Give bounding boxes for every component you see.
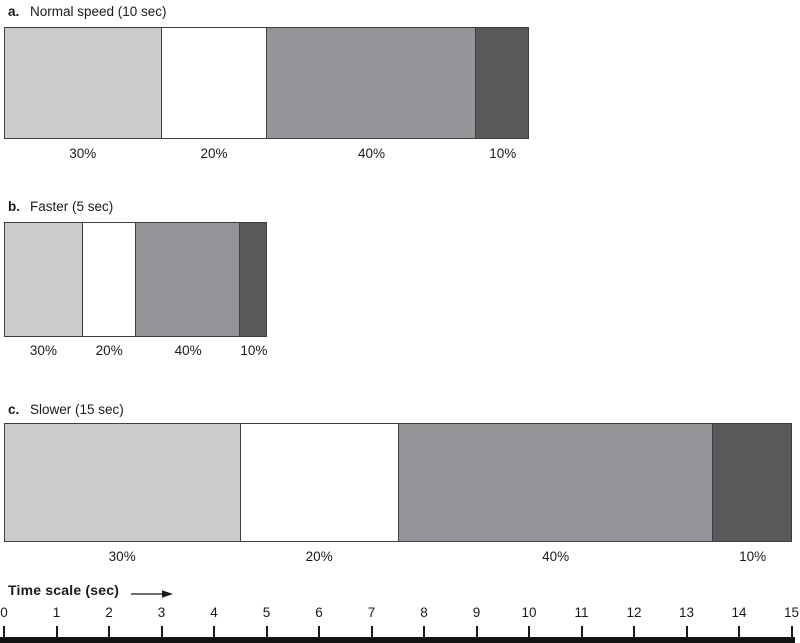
segment-percent-label: 30% xyxy=(69,146,97,161)
segment-percent-label: 10% xyxy=(489,146,517,161)
axis-tick-label: 9 xyxy=(472,605,481,620)
segment-percent-label: 10% xyxy=(739,549,767,564)
axis-tick-mark xyxy=(160,626,163,637)
segment-percent-label: 20% xyxy=(200,146,228,161)
axis-tick-label: 0 xyxy=(0,605,8,620)
axis-tick-mark xyxy=(213,626,215,637)
panel-c-letter: c. xyxy=(8,402,20,417)
bar-c-segment-20 xyxy=(240,424,399,541)
panel-b-letter: b. xyxy=(8,199,20,214)
axis-tick-mark xyxy=(580,626,583,637)
axis-tick-mark xyxy=(55,626,58,637)
stacked-bar-a xyxy=(4,27,529,139)
axis-tick-label: 11 xyxy=(574,605,589,620)
axis-tick-mark xyxy=(265,626,268,637)
axis-tick-mark xyxy=(790,626,793,637)
percent-labels-row-c: 30% 20% 40% 10% xyxy=(4,549,792,567)
percent-labels-row-a: 30% 20% 40% 10% xyxy=(4,146,529,164)
segment-percent-label: 10% xyxy=(240,343,268,358)
panel-a-title: a. Normal speed (10 sec) xyxy=(8,4,167,19)
segment-percent-label: 30% xyxy=(108,549,136,564)
bar-b-segment-40 xyxy=(136,223,241,336)
axis-tick-mark xyxy=(370,626,373,637)
axis-baseline-bar xyxy=(0,637,795,643)
bar-c-segment-10 xyxy=(712,424,791,541)
segment-percent-label: 20% xyxy=(305,549,333,564)
segment-percent-label: 40% xyxy=(542,549,570,564)
panel-a-letter: a. xyxy=(8,4,20,19)
bar-c-segment-30 xyxy=(5,424,241,541)
percent-labels-row-b: 30% 20% 40% 10% xyxy=(4,343,267,361)
axis-tick-label: 1 xyxy=(52,605,61,620)
axis-tick-label: 7 xyxy=(367,605,376,620)
axis-tick-mark xyxy=(528,626,530,637)
axis-tick-mark xyxy=(318,626,320,637)
axis-tick-mark xyxy=(738,626,740,637)
bar-b-segment-30 xyxy=(5,223,84,336)
axis-tick-label: 2 xyxy=(105,605,113,620)
bar-a-segment-20 xyxy=(162,28,267,138)
axis-tick-label: 15 xyxy=(783,605,800,620)
bar-a-segment-40 xyxy=(267,28,476,138)
axis-tick-label: 5 xyxy=(262,605,271,620)
panel-b-title-text: Faster (5 sec) xyxy=(30,199,114,214)
panel-c-title: c. Slower (15 sec) xyxy=(8,402,124,417)
bar-a-segment-10 xyxy=(476,28,528,138)
time-scale-axis-label: Time scale (sec) xyxy=(8,582,120,598)
bar-b-segment-10 xyxy=(240,223,266,336)
panel-a-title-text: Normal speed (10 sec) xyxy=(30,4,167,19)
axis-tick-mark xyxy=(108,626,110,637)
stacked-bar-b xyxy=(4,222,267,337)
axis-tick-label: 14 xyxy=(731,605,747,620)
bar-a-segment-30 xyxy=(5,28,162,138)
bar-b-segment-20 xyxy=(83,223,136,336)
right-arrow-icon xyxy=(131,587,173,605)
segment-percent-label: 40% xyxy=(174,343,202,358)
segment-percent-label: 30% xyxy=(29,343,57,358)
axis-tick-mark xyxy=(633,626,635,637)
axis-tick-label: 6 xyxy=(315,605,323,620)
axis-tick-mark xyxy=(685,626,688,637)
axis-tick-mark xyxy=(475,626,478,637)
segment-percent-label: 40% xyxy=(357,146,386,161)
stacked-bar-c xyxy=(4,423,792,542)
axis-tick-label: 12 xyxy=(626,605,642,620)
axis-tick-label: 3 xyxy=(157,605,166,620)
axis-tick-label: 8 xyxy=(420,605,428,620)
axis-tick-label: 13 xyxy=(678,605,695,620)
segment-percent-label: 20% xyxy=(95,343,123,358)
axis-tick-mark xyxy=(423,626,425,637)
axis-tick-mark xyxy=(3,626,5,637)
axis-tick-label: 4 xyxy=(210,605,218,620)
axis-tick-label: 10 xyxy=(521,605,537,620)
panel-c-title-text: Slower (15 sec) xyxy=(30,402,124,417)
panel-b-title: b. Faster (5 sec) xyxy=(8,199,113,214)
bar-c-segment-40 xyxy=(398,424,713,541)
